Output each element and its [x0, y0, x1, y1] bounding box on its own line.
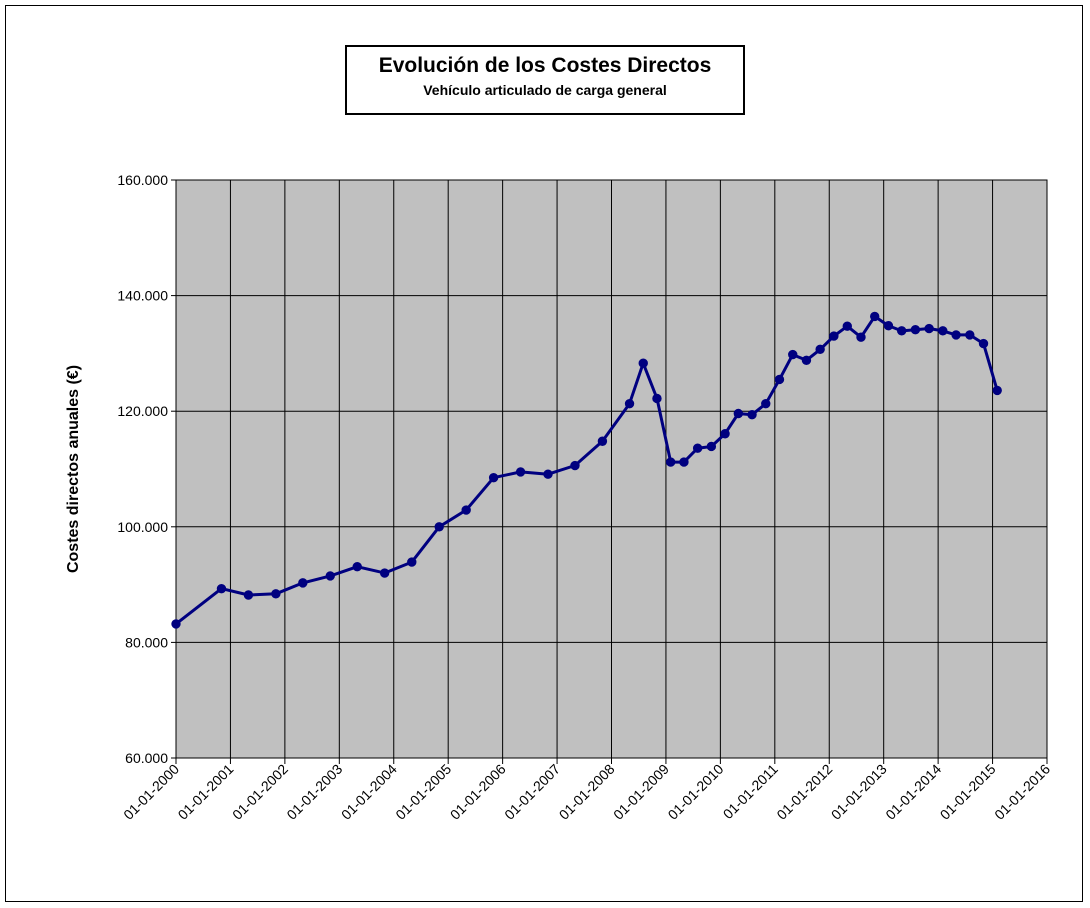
- data-point: [298, 578, 308, 588]
- x-tick-label: 01-01-2012: [773, 761, 835, 823]
- data-point: [788, 349, 798, 360]
- x-tick-label: 01-01-2013: [828, 761, 890, 823]
- chart-title: Evolución de los Costes Directos: [378, 54, 712, 77]
- data-point: [938, 326, 948, 336]
- data-point: [992, 385, 1002, 396]
- chart-title-box: Evolución de los Costes Directos Vehícul…: [345, 45, 745, 115]
- x-tick-label: 01-01-2000: [120, 761, 182, 823]
- data-point: [461, 505, 471, 515]
- data-point: [407, 557, 417, 567]
- data-point: [856, 332, 866, 342]
- data-point: [910, 325, 921, 335]
- chart-subtitle: Vehículo articulado de carga general: [423, 82, 667, 98]
- x-tick-label: 01-01-2006: [447, 761, 509, 823]
- y-tick-label: 60.000: [125, 750, 168, 766]
- y-tick-label: 160.000: [117, 172, 168, 188]
- data-point: [679, 457, 689, 467]
- data-point: [924, 323, 934, 334]
- data-point: [965, 330, 975, 340]
- y-tick-label: 80.000: [125, 634, 168, 650]
- x-tick-label: 01-01-2010: [665, 761, 727, 823]
- data-point: [829, 331, 839, 341]
- data-point: [883, 320, 894, 331]
- data-point: [951, 330, 961, 340]
- data-point: [706, 441, 717, 452]
- data-point: [624, 398, 635, 409]
- data-point: [978, 338, 989, 349]
- data-point: [488, 472, 499, 483]
- x-tick-label: 01-01-2014: [882, 761, 944, 823]
- data-point: [570, 460, 580, 471]
- data-point: [216, 583, 227, 594]
- data-point: [801, 355, 812, 366]
- x-tick-label: 01-01-2001: [175, 761, 237, 823]
- data-point: [720, 429, 730, 439]
- x-tick-label: 01-01-2015: [937, 761, 999, 823]
- x-tick-label: 01-01-2016: [991, 761, 1053, 823]
- x-tick-label: 01-01-2007: [501, 761, 563, 823]
- y-tick-label: 140.000: [117, 288, 168, 304]
- data-point: [761, 398, 771, 409]
- data-point: [692, 443, 703, 453]
- data-point: [870, 311, 880, 322]
- data-point: [515, 467, 526, 477]
- x-tick-label: 01-01-2002: [229, 761, 291, 823]
- data-point: [842, 321, 852, 331]
- data-point: [325, 571, 335, 581]
- data-point: [665, 457, 676, 467]
- data-point: [747, 409, 757, 420]
- y-tick-label: 120.000: [117, 403, 168, 419]
- y-axis-label: Costes directos anuales (€): [65, 365, 82, 573]
- data-point: [896, 326, 907, 336]
- x-tick-label: 01-01-2003: [283, 761, 345, 823]
- x-tick-label: 01-01-2005: [392, 761, 454, 823]
- x-tick-label: 01-01-2009: [610, 761, 672, 823]
- x-tick-label: 01-01-2011: [720, 761, 781, 822]
- data-point: [774, 374, 785, 385]
- data-point: [652, 393, 662, 404]
- data-point: [733, 408, 744, 419]
- y-tick-label: 100.000: [117, 519, 168, 535]
- data-point: [243, 590, 254, 600]
- x-tick-label: 01-01-2004: [338, 761, 400, 823]
- data-point: [597, 436, 608, 446]
- data-point: [434, 522, 444, 532]
- data-point: [352, 561, 362, 572]
- data-point: [543, 469, 553, 479]
- data-point: [171, 619, 181, 629]
- data-point: [815, 344, 825, 355]
- data-point: [379, 568, 390, 578]
- data-point: [271, 589, 281, 599]
- x-tick-label: 01-01-2008: [556, 761, 618, 823]
- data-point: [638, 358, 648, 368]
